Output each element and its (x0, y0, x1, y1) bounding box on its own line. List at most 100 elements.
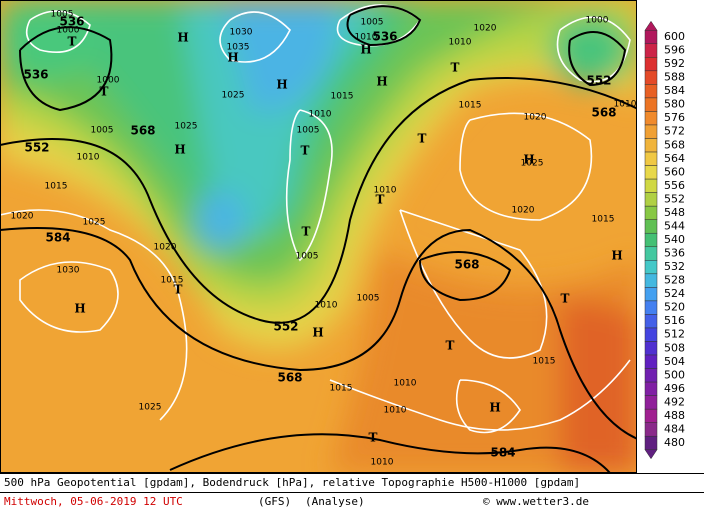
map-label: 1010 (309, 110, 332, 120)
colorbar-swatch (644, 341, 658, 356)
map-label: H (227, 51, 238, 65)
colorbar-swatch (644, 435, 658, 451)
map-label: 1005 (297, 126, 320, 136)
colorbar-swatch (644, 408, 658, 423)
colorbar-label: 484 (664, 422, 685, 435)
colorbar-label: 500 (664, 368, 685, 381)
colorbar-label: 560 (664, 165, 685, 178)
map-label: 1015 (331, 92, 354, 102)
map-label: 1010 (614, 100, 637, 110)
map-label: H (376, 75, 387, 89)
colorbar-label: 532 (664, 260, 685, 273)
colorbar-swatch (644, 84, 658, 99)
colorbar-label: 580 (664, 98, 685, 111)
colorbar-swatch (644, 97, 658, 112)
colorbar-swatch (644, 57, 658, 72)
colorbar-swatch (644, 205, 658, 220)
footer-credit: © www.wetter3.de (483, 495, 589, 508)
colorbar-label: 512 (664, 328, 685, 341)
map-label: H (312, 326, 323, 340)
map-label: T (100, 85, 109, 99)
map-label: H (276, 78, 287, 92)
colorbar-label: 564 (664, 152, 685, 165)
map-label: 1015 (459, 101, 482, 111)
map-label: T (369, 431, 378, 445)
map-label: 1030 (230, 28, 253, 38)
map-label: 1020 (474, 24, 497, 34)
map-label: 536 (23, 68, 48, 82)
isobars (0, 4, 631, 434)
colorbar-swatch (644, 395, 658, 410)
colorbar-swatch (644, 232, 658, 248)
colorbar-label: 536 (664, 247, 685, 260)
colorbar-label: 596 (664, 44, 685, 57)
map-label: 1020 (11, 212, 34, 222)
colorbar-swatch (644, 287, 658, 302)
map-label: 568 (130, 124, 155, 138)
map-label: T (376, 193, 385, 207)
colorbar-label: 524 (664, 287, 685, 300)
map-label: 1020 (154, 243, 177, 253)
map-label: 1015 (45, 182, 68, 192)
footer-model: (GFS) (258, 495, 291, 508)
colorbar-end (644, 20, 658, 31)
colorbar-swatch (644, 260, 658, 275)
map-label: H (489, 401, 500, 415)
map-label: 1000 (57, 26, 80, 36)
map-label: 1010 (355, 33, 378, 43)
footer-title: 500 hPa Geopotential [gpdam], Bodendruck… (4, 476, 580, 489)
colorbar-label: 548 (664, 206, 685, 219)
map-label: 584 (490, 446, 515, 460)
colorbar-label: 480 (664, 436, 685, 449)
map-label: 1035 (227, 43, 250, 53)
map-label: 1005 (296, 252, 319, 262)
map-label: 568 (591, 106, 616, 120)
colorbar-label: 572 (664, 125, 685, 138)
colorbar-swatch (644, 219, 658, 234)
colorbar-swatch (644, 138, 658, 153)
map-label: 552 (24, 141, 49, 155)
map-label: 1025 (139, 403, 162, 413)
geopotential-lines (0, 5, 637, 473)
colorbar-label: 504 (664, 355, 685, 368)
map-label: 1005 (51, 10, 74, 20)
colorbar-swatch (644, 151, 658, 166)
map-label: H (74, 302, 85, 316)
colorbar-swatch (644, 246, 658, 261)
map-label: H (523, 153, 534, 167)
map-label: T (418, 132, 427, 146)
colorbar-label: 496 (664, 382, 685, 395)
colorbar-swatch (644, 327, 658, 342)
map-frame (0, 0, 637, 473)
colorbar-swatch (644, 314, 658, 329)
map-label: 536 (372, 30, 397, 44)
colorbar-label: 568 (664, 138, 685, 151)
map-label: 1010 (374, 186, 397, 196)
colorbar-swatch (644, 43, 658, 58)
map-label: 1015 (161, 276, 184, 286)
map-label: 1030 (57, 266, 80, 276)
map-label: 1010 (371, 458, 394, 468)
colorbar-label: 488 (664, 409, 685, 422)
map-label: 1000 (97, 76, 120, 86)
colorbar-label: 540 (664, 233, 685, 246)
colorbar-label: 576 (664, 111, 685, 124)
map-label: 1025 (521, 159, 544, 169)
map-label: 568 (454, 258, 479, 272)
colorbar-swatch (644, 273, 658, 288)
map-label: 1015 (533, 357, 556, 367)
colorbar-swatch (644, 165, 658, 180)
colorbar-label: 520 (664, 301, 685, 314)
colorbar-label: 552 (664, 192, 685, 205)
colorbar-label: 592 (664, 57, 685, 70)
map-label: 552 (273, 320, 298, 334)
colorbar-label: 516 (664, 314, 685, 327)
map-label: 1000 (586, 16, 609, 26)
map-label: 1010 (384, 406, 407, 416)
map-label: T (302, 225, 311, 239)
map-label: 1010 (315, 301, 338, 311)
colorbar-label: 492 (664, 395, 685, 408)
colorbar-swatch (644, 300, 658, 315)
